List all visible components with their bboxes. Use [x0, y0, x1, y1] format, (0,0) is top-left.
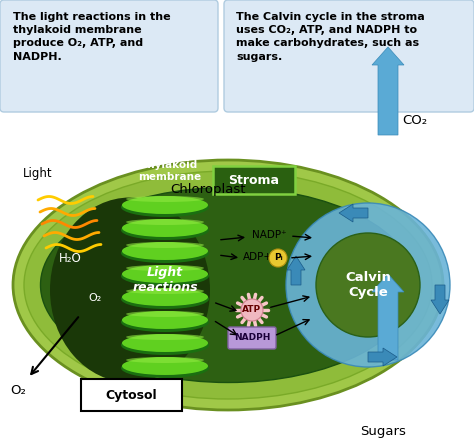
- Text: NADP⁺: NADP⁺: [252, 230, 287, 240]
- Circle shape: [241, 299, 263, 321]
- Circle shape: [269, 249, 287, 267]
- Text: O₂: O₂: [88, 293, 101, 303]
- Circle shape: [286, 203, 450, 367]
- Text: ADP+: ADP+: [243, 252, 273, 262]
- Text: Stroma: Stroma: [228, 173, 280, 187]
- Ellipse shape: [121, 312, 209, 332]
- Text: The Calvin cycle in the stroma
uses CO₂, ATP, and NADPH to
make carbohydrates, s: The Calvin cycle in the stroma uses CO₂,…: [236, 12, 425, 62]
- FancyArrow shape: [431, 285, 449, 314]
- Ellipse shape: [13, 160, 443, 410]
- FancyArrow shape: [372, 274, 404, 360]
- Ellipse shape: [121, 266, 209, 286]
- Ellipse shape: [122, 334, 208, 352]
- Text: Light
reactions: Light reactions: [132, 266, 198, 294]
- Ellipse shape: [121, 220, 209, 240]
- Ellipse shape: [122, 242, 208, 260]
- Text: NADPH: NADPH: [234, 333, 270, 343]
- FancyBboxPatch shape: [0, 0, 218, 112]
- FancyBboxPatch shape: [213, 166, 295, 194]
- Ellipse shape: [122, 357, 208, 375]
- Ellipse shape: [40, 187, 416, 382]
- Ellipse shape: [126, 219, 204, 225]
- Ellipse shape: [121, 197, 209, 217]
- Text: H₂O: H₂O: [59, 251, 82, 265]
- FancyBboxPatch shape: [81, 379, 182, 411]
- Circle shape: [316, 233, 420, 337]
- Text: Calvin
Cycle: Calvin Cycle: [345, 271, 391, 299]
- FancyArrow shape: [372, 47, 404, 135]
- Text: Light: Light: [23, 166, 53, 180]
- Ellipse shape: [24, 171, 432, 399]
- Ellipse shape: [126, 265, 204, 271]
- Text: The light reactions in the
thylakoid membrane
produce O₂, ATP, and
NADPH.: The light reactions in the thylakoid mem…: [13, 12, 171, 62]
- Ellipse shape: [126, 311, 204, 317]
- Text: O₂: O₂: [10, 384, 26, 396]
- Ellipse shape: [126, 334, 204, 340]
- Text: Sugars: Sugars: [360, 425, 406, 438]
- Text: Cytosol: Cytosol: [105, 389, 157, 402]
- Ellipse shape: [126, 242, 204, 248]
- FancyArrow shape: [339, 204, 368, 222]
- FancyArrow shape: [287, 256, 305, 285]
- Text: Pᵢ: Pᵢ: [273, 254, 283, 262]
- Ellipse shape: [122, 288, 208, 306]
- Text: Thylakoid
membrane: Thylakoid membrane: [138, 160, 201, 182]
- Ellipse shape: [121, 358, 209, 378]
- Ellipse shape: [126, 196, 204, 202]
- Ellipse shape: [122, 265, 208, 283]
- Text: Chloroplast: Chloroplast: [170, 184, 246, 197]
- Ellipse shape: [126, 288, 204, 294]
- Ellipse shape: [121, 289, 209, 309]
- Ellipse shape: [121, 243, 209, 263]
- Ellipse shape: [50, 198, 210, 382]
- FancyBboxPatch shape: [228, 327, 276, 349]
- FancyBboxPatch shape: [224, 0, 474, 112]
- Ellipse shape: [122, 196, 208, 214]
- Text: CO₂: CO₂: [402, 113, 427, 127]
- Ellipse shape: [122, 311, 208, 329]
- Ellipse shape: [126, 357, 204, 363]
- Text: ATP: ATP: [242, 305, 262, 314]
- Ellipse shape: [122, 219, 208, 237]
- Ellipse shape: [121, 335, 209, 355]
- FancyArrow shape: [368, 348, 397, 366]
